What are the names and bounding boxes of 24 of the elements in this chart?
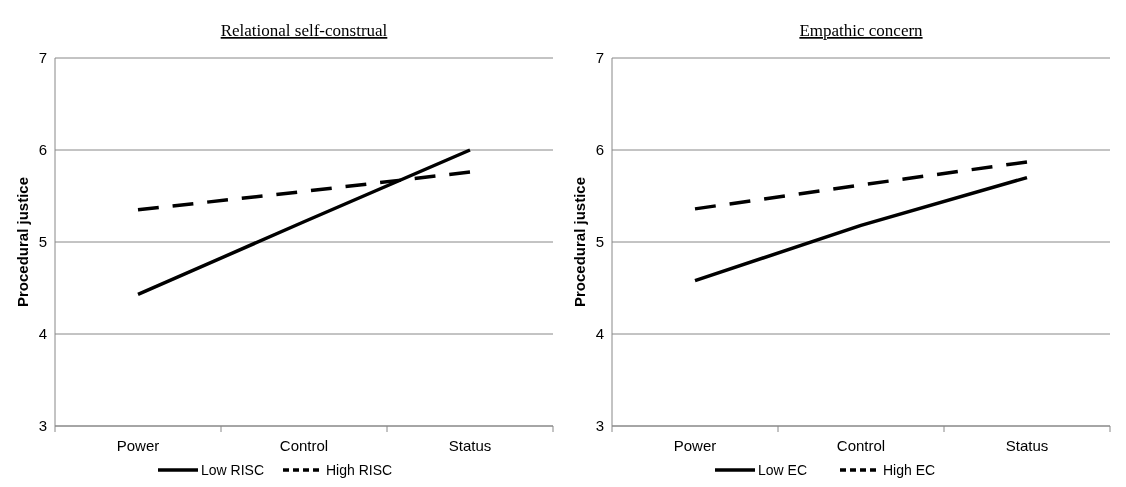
chart-title: Relational self-construal: [220, 21, 388, 40]
y-tick-label: 5: [595, 233, 604, 251]
y-tick-label: 3: [38, 417, 47, 435]
x-tick-label: Status: [448, 437, 492, 454]
y-tick-label: 7: [38, 49, 47, 67]
legend-label: Low EC: [758, 461, 808, 478]
y-tick-label: 5: [38, 233, 47, 251]
legend-label: High RISC: [326, 461, 393, 478]
chart-title: Empathic concern: [799, 21, 924, 40]
y-tick-label: 4: [595, 325, 604, 343]
x-tick-label: Power: [673, 437, 717, 454]
legend-label: High EC: [883, 461, 936, 478]
y-tick-label: 6: [595, 141, 604, 159]
legend-label: Low RISC: [201, 461, 265, 478]
x-tick-label: Power: [116, 437, 160, 454]
y-tick-label: 3: [595, 417, 604, 435]
y-axis-title: Procedural justice: [571, 176, 588, 308]
x-tick-label: Control: [836, 437, 886, 454]
y-tick-label: 4: [38, 325, 47, 343]
y-tick-label: 6: [38, 141, 47, 159]
x-tick-label: Status: [1005, 437, 1049, 454]
y-axis-title: Procedural justice: [14, 176, 31, 308]
y-tick-label: 7: [595, 49, 604, 67]
x-tick-label: Control: [279, 437, 329, 454]
